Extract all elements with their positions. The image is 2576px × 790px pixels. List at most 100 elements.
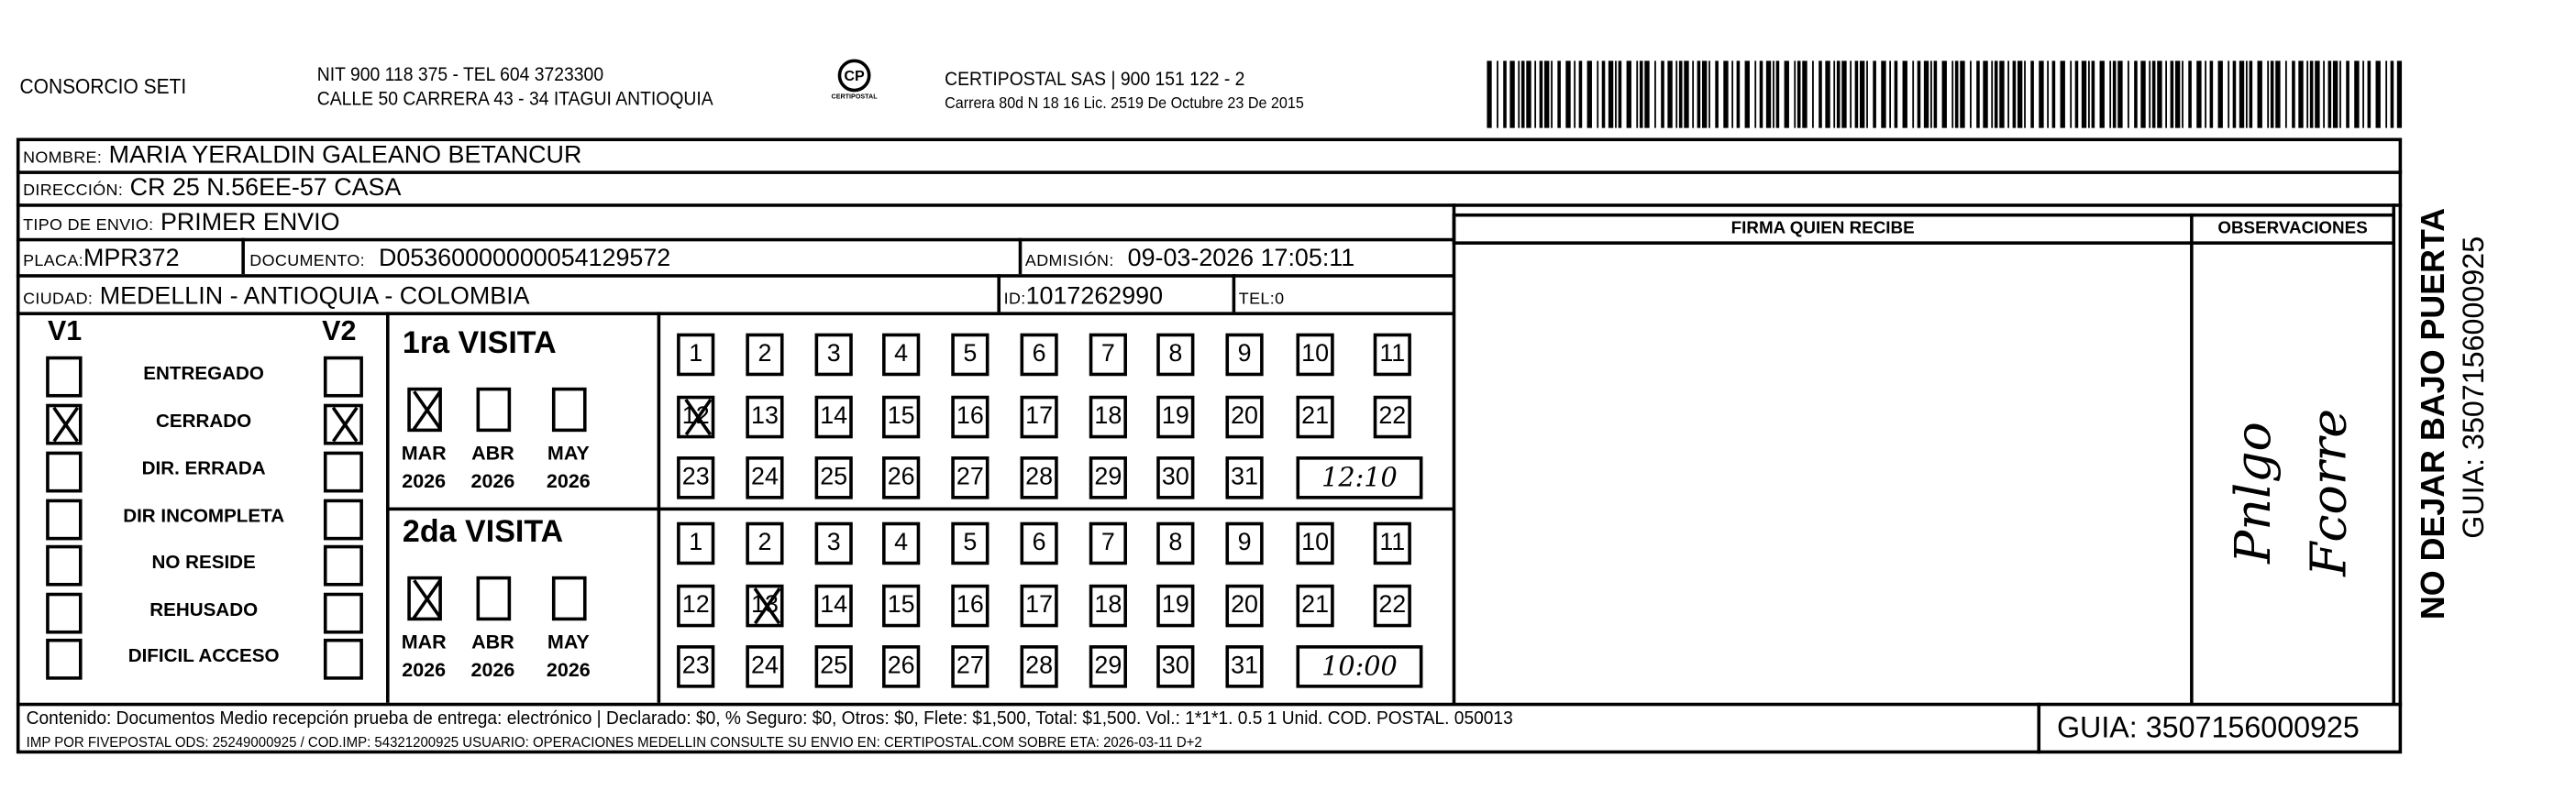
day-box[interactable]: 16	[951, 395, 989, 439]
v2-checkbox[interactable]	[323, 451, 363, 493]
day-box[interactable]: 13	[746, 395, 784, 439]
day-box[interactable]: 7	[1089, 521, 1127, 565]
barcode-bar	[1951, 60, 1954, 128]
day-box[interactable]: 1	[677, 521, 715, 565]
month-label: ABR	[471, 630, 514, 654]
day-box[interactable]: 2	[746, 521, 784, 565]
day-box[interactable]: 19	[1156, 584, 1195, 628]
day-box[interactable]: 11	[1373, 333, 1411, 377]
barcode-bar	[1902, 60, 1907, 128]
v1-checkbox[interactable]	[46, 356, 83, 398]
day-box[interactable]: 13	[746, 584, 784, 628]
day-box[interactable]: 8	[1156, 333, 1195, 377]
v1-checkbox[interactable]	[46, 499, 83, 541]
visit-time[interactable]: 12:10	[1296, 456, 1423, 499]
month-checkbox[interactable]	[476, 387, 512, 433]
day-box[interactable]: 18	[1089, 584, 1127, 628]
day-box[interactable]: 15	[882, 395, 921, 439]
day-box[interactable]: 29	[1089, 456, 1127, 499]
day-box[interactable]: 21	[1296, 395, 1334, 439]
v2-checkbox[interactable]	[323, 544, 363, 587]
day-box[interactable]: 24	[746, 456, 784, 499]
barcode-bar	[2257, 60, 2262, 128]
month-checkbox[interactable]	[551, 576, 587, 621]
day-box[interactable]: 10	[1296, 333, 1334, 377]
barcode-bar	[1765, 60, 1772, 128]
v2-checkbox[interactable]	[323, 638, 363, 680]
month-checkbox[interactable]	[476, 576, 512, 621]
day-box[interactable]: 15	[882, 584, 921, 628]
day-box[interactable]: 3	[814, 333, 853, 377]
signature-area[interactable]	[1455, 247, 2190, 703]
v1-checkbox[interactable]	[46, 592, 83, 634]
day-box[interactable]: 28	[1020, 645, 1058, 688]
v1-checkbox[interactable]	[46, 451, 83, 493]
barcode-bar	[2217, 60, 2223, 128]
day-box[interactable]: 12	[677, 395, 715, 439]
day-box[interactable]: 27	[951, 456, 989, 499]
day-box[interactable]: 26	[882, 645, 921, 688]
v1-checkbox[interactable]	[46, 403, 83, 445]
day-box[interactable]: 21	[1296, 584, 1334, 628]
day-box[interactable]: 6	[1020, 521, 1058, 565]
day-box[interactable]: 25	[814, 456, 853, 499]
v2-checkbox[interactable]	[323, 592, 363, 634]
day-box[interactable]: 4	[882, 333, 921, 377]
day-box[interactable]: 7	[1089, 333, 1127, 377]
v2-checkbox[interactable]	[323, 499, 363, 541]
day-box[interactable]: 11	[1373, 521, 1411, 565]
v1-checkbox[interactable]	[46, 638, 83, 680]
day-box[interactable]: 26	[882, 456, 921, 499]
day-box[interactable]: 17	[1020, 395, 1058, 439]
day-box[interactable]: 5	[951, 333, 989, 377]
day-box[interactable]: 4	[882, 521, 921, 565]
day-box[interactable]: 25	[814, 645, 853, 688]
license-line: Carrera 80d N 18 16 Lic. 2519 De Octubre…	[945, 94, 1304, 114]
day-box[interactable]: 10	[1296, 521, 1334, 565]
day-box[interactable]: 2	[746, 333, 784, 377]
day-box[interactable]: 19	[1156, 395, 1195, 439]
v2-checkbox[interactable]	[323, 403, 363, 445]
day-box[interactable]: 9	[1225, 521, 1264, 565]
day-box[interactable]: 1	[677, 333, 715, 377]
day-box[interactable]: 6	[1020, 333, 1058, 377]
year-label: 2026	[470, 658, 515, 682]
day-box[interactable]: 5	[951, 521, 989, 565]
day-box[interactable]: 29	[1089, 645, 1127, 688]
v1-checkbox[interactable]	[46, 544, 83, 587]
month-checkbox[interactable]	[407, 387, 442, 433]
barcode-bar	[1544, 60, 1550, 128]
day-box[interactable]: 31	[1225, 645, 1264, 688]
barcode-bar	[2292, 60, 2295, 128]
day-box[interactable]: 8	[1156, 521, 1195, 565]
day-box[interactable]: 22	[1373, 584, 1411, 628]
day-box[interactable]: 9	[1225, 333, 1264, 377]
barcode-bar	[2346, 60, 2349, 128]
logo-text: CERTIPOSTAL	[831, 92, 878, 101]
day-box[interactable]: 20	[1225, 584, 1264, 628]
day-box[interactable]: 22	[1373, 395, 1411, 439]
day-box[interactable]: 30	[1156, 456, 1195, 499]
day-box[interactable]: 30	[1156, 645, 1195, 688]
barcode-bar	[2188, 60, 2192, 128]
day-box[interactable]: 23	[677, 456, 715, 499]
day-box[interactable]: 20	[1225, 395, 1264, 439]
visit-time[interactable]: 10:00	[1296, 645, 1423, 688]
day-box[interactable]: 27	[951, 645, 989, 688]
barcode-bar	[2109, 60, 2112, 128]
day-box[interactable]: 18	[1089, 395, 1127, 439]
day-box[interactable]: 23	[677, 645, 715, 688]
month-checkbox[interactable]	[407, 576, 442, 621]
day-box[interactable]: 12	[677, 584, 715, 628]
v2-checkbox[interactable]	[323, 356, 363, 398]
day-box[interactable]: 14	[814, 395, 853, 439]
day-box[interactable]: 28	[1020, 456, 1058, 499]
day-box[interactable]: 17	[1020, 584, 1058, 628]
month-checkbox[interactable]	[551, 387, 587, 433]
day-box[interactable]: 16	[951, 584, 989, 628]
day-box[interactable]: 3	[814, 521, 853, 565]
day-box[interactable]: 14	[814, 584, 853, 628]
day-box[interactable]: 24	[746, 645, 784, 688]
barcode-bar	[2323, 60, 2325, 128]
day-box[interactable]: 31	[1225, 456, 1264, 499]
